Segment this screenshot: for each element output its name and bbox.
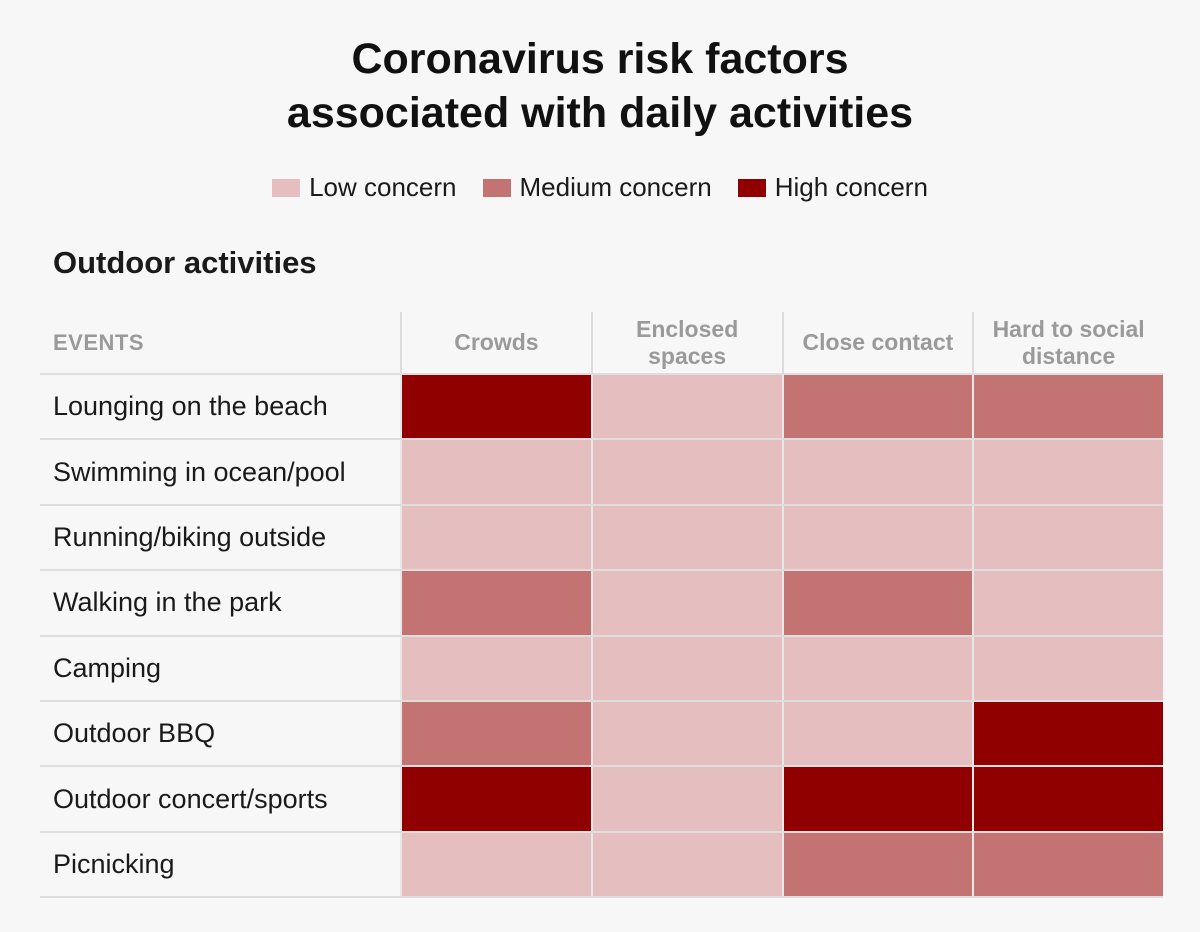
heatmap-cell [590,375,782,439]
heatmap-cell [590,832,782,897]
legend-label-high: High concern [774,172,928,202]
legend-item-high: High concern [737,172,928,203]
row-label: Swimming in ocean/pool [53,456,346,487]
heatmap-header-row: EVENTS Crowds Enclosed spaces Close cont… [40,312,1163,373]
column-header-crowds: Crowds [400,312,591,373]
heatmap-cell [972,440,1163,504]
heatmap-cell [781,440,973,504]
heatmap-cell [590,767,782,831]
heatmap-cell [400,636,591,700]
legend-item-medium: Medium concern [482,172,712,203]
heatmap-cell [972,571,1163,635]
row-label: Lounging on the beach [53,391,328,422]
heatmap-cell [972,375,1163,439]
legend-item-low: Low concern [272,172,457,203]
heatmap-cell [781,701,973,766]
table-row: Swimming in ocean/pool [40,438,1163,504]
heatmap-cell [781,375,973,439]
heatmap-cell [781,767,973,831]
heatmap-cell [972,636,1163,700]
legend-label-low: Low concern [309,172,457,202]
chart-title-line-2: associated with daily activities [286,89,914,137]
heatmap-cell [590,701,782,766]
legend: Low concern Medium concern High concern [0,172,1200,203]
heatmap-cell [972,767,1163,831]
chart-title: Coronavirus risk factors associated with… [0,32,1200,140]
heatmap-cell [590,636,782,700]
row-label: Running/biking outside [53,521,327,552]
heatmap-cell [400,505,591,570]
heatmap-cell [400,440,591,504]
heatmap-cell [781,832,973,897]
column-header-enclosed-spaces: Enclosed spaces [590,312,782,373]
table-row: Outdoor concert/sports [40,765,1163,831]
row-label: Walking in the park [53,587,282,618]
heatmap-cell [590,505,782,570]
table-row: Picnicking [40,830,1163,899]
heatmap-cell [972,832,1163,897]
heatmap-rows: Lounging on the beach Swimming in ocean/p… [40,373,1163,899]
heatmap-cell [400,701,591,766]
row-label: Outdoor concert/sports [53,783,328,814]
heatmap-cell [400,832,591,897]
heatmap-cell [781,636,973,700]
heatmap-cell [781,571,973,635]
column-header-hard-to-social-distance: Hard to social distance [972,312,1163,373]
events-column-header: EVENTS [53,329,145,355]
heatmap-cell [972,505,1163,570]
chart-title-line-1: Coronavirus risk factors [351,35,849,83]
table-row: Lounging on the beach [40,373,1163,439]
heatmap-cell [400,571,591,635]
heatmap-cell [590,571,782,635]
table-row: Walking in the park [40,569,1163,635]
heatmap-cell [590,440,782,504]
row-label: Picnicking [53,848,175,879]
section-title: Outdoor activities [53,245,317,280]
table-row: Outdoor BBQ [40,699,1163,766]
legend-label-medium: Medium concern [519,172,712,202]
legend-swatch-low [272,178,301,197]
legend-swatch-medium [482,178,511,197]
table-row: Camping [40,634,1163,700]
column-header-close-contact: Close contact [781,312,973,373]
heatmap-cell [781,505,973,570]
row-label: Camping [53,652,162,683]
risk-heatmap: EVENTS Crowds Enclosed spaces Close cont… [40,312,1163,899]
table-row: Running/biking outside [40,503,1163,570]
heatmap-cell [400,767,591,831]
row-label: Outdoor BBQ [53,718,216,749]
legend-swatch-high [737,178,766,197]
heatmap-cell [400,375,591,439]
heatmap-cell [972,701,1163,766]
